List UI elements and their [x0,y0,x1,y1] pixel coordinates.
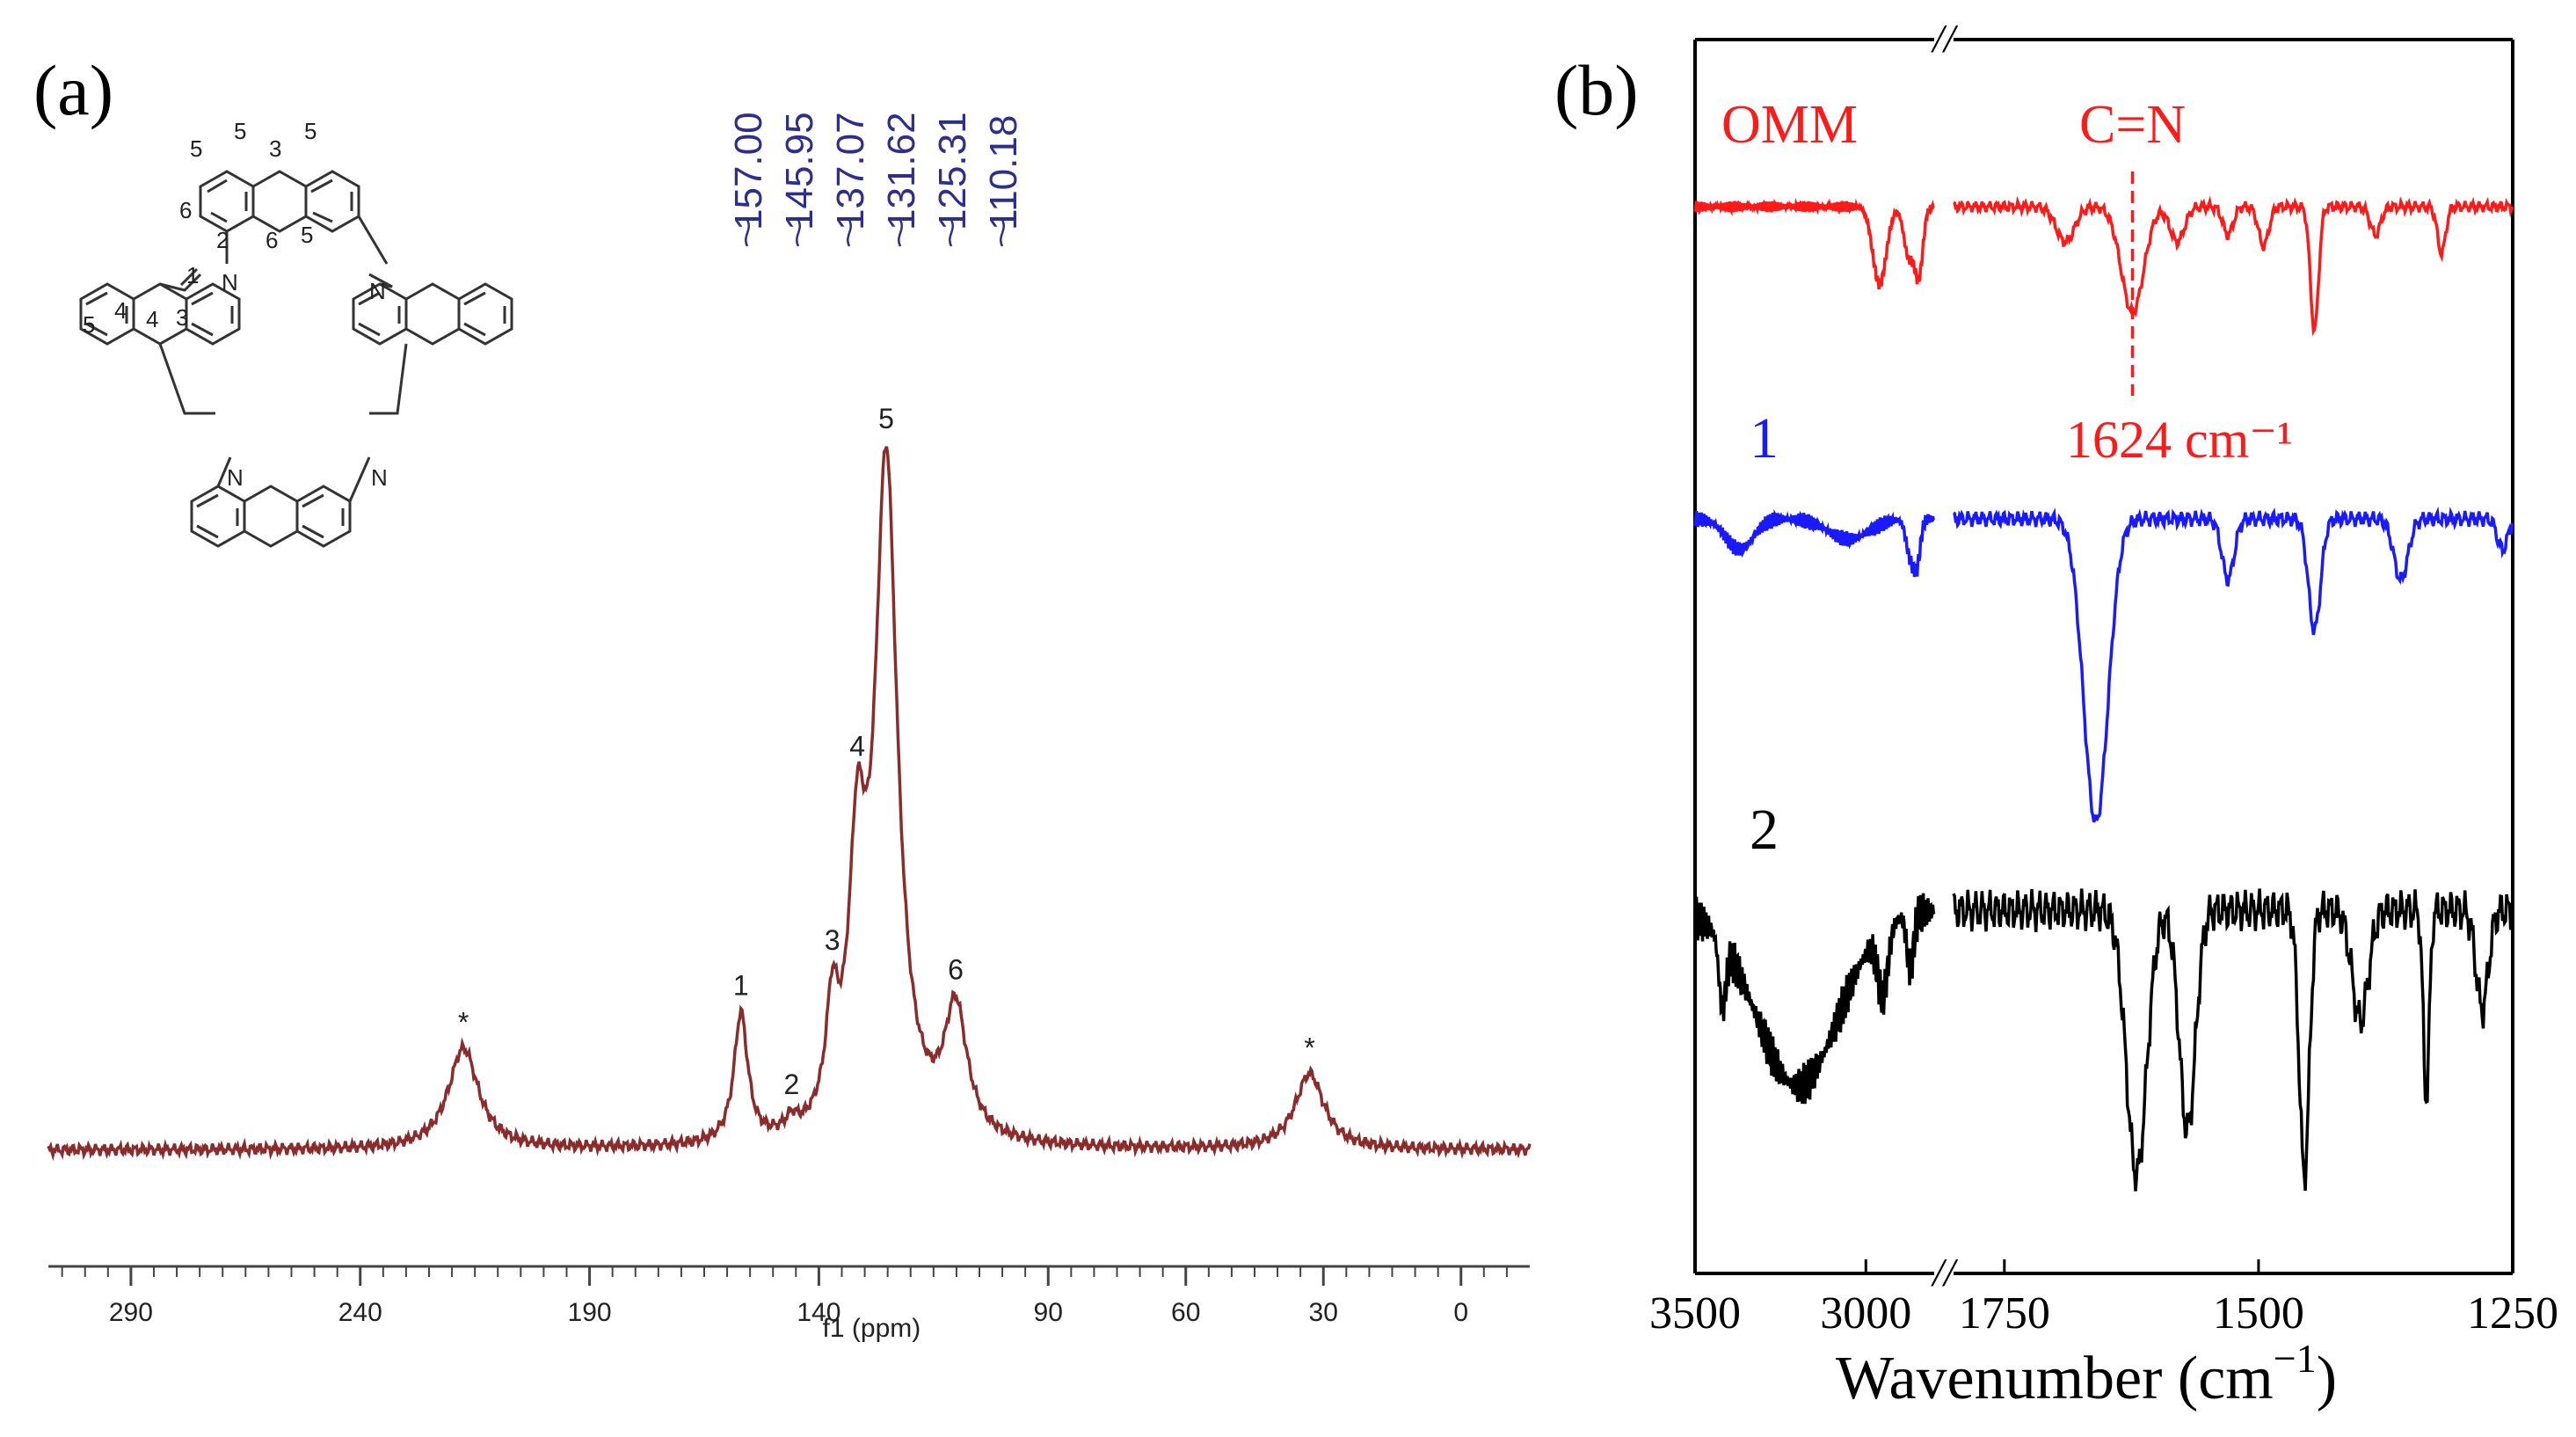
panel-a: (a) [33,50,1530,1343]
structure-labels: 5 5 3 5 6 2 6 5 1 3 4 5 4 N N N N [83,118,388,491]
nmr-tick-label: 190 [568,1298,612,1327]
ir-tick-label: 3500 [1649,1288,1741,1339]
chemical-shift-label: 131.62 [880,112,923,230]
axis-break-mark: // [1930,16,1959,61]
chemical-shift-label: 137.07 [829,112,872,230]
nmr-tick-label: 30 [1309,1298,1338,1327]
structure-number: 3 [269,135,281,162]
structure-number: 5 [234,118,246,144]
nmr-plot: 2902401901409060300f1 (ppm)*123456* [48,403,1530,1343]
ir-tick-label: 1750 [1959,1288,2050,1339]
ir-tick-label: 1500 [2213,1288,2304,1339]
structure-number: 4 [114,297,127,324]
structure-number: 5 [83,311,95,338]
nmr-peak-label: 1 [733,970,749,1002]
ir-trace-2 [1954,889,2513,1192]
ir-x-axis-title: Wavenumber (cm−1) [1836,1336,2337,1412]
structure-number: 5 [190,135,202,162]
chemical-shift-label: 145.95 [778,112,821,230]
structure-number: 1 [186,262,199,288]
atom-label: N [227,464,244,491]
chemical-shift-label: 110.18 [982,115,1025,230]
axis-break-mark: // [1930,1250,1959,1295]
chemical-shift-labels: 157.00145.95137.07131.62125.31110.18 [727,112,1025,230]
chemical-structure [81,171,512,546]
nmr-peak-label: 6 [948,953,964,985]
nmr-x-axis-title: f1 (ppm) [823,1314,921,1343]
cn-annotation: C=N [2079,95,2186,155]
structure-number: 5 [301,222,313,248]
nmr-peak-label: 4 [849,730,865,762]
trace-2-label: 2 [1750,798,1779,862]
structure-number: 3 [176,304,188,331]
nmr-peak-label: 2 [783,1069,799,1100]
nmr-tick-label: 290 [109,1298,153,1327]
nmr-tick-label: 0 [1453,1298,1468,1327]
panel-b-label: (b) [1554,50,1639,130]
structure-number: 5 [304,118,317,144]
chemical-shift-label: 125.31 [931,112,974,230]
nmr-peak-label: * [458,1007,469,1039]
nmr-tick-label: 240 [338,1298,382,1327]
panel-b: (b) // // 3500 3000 1750 1500 1250 OMM C=N 162… [1554,16,2558,1412]
structure-number: 2 [216,227,229,253]
atom-label: N [369,278,386,304]
nmr-peak-label: 5 [878,403,894,434]
nmr-peak-label: * [1304,1032,1314,1063]
ir-plot: // // 3500 3000 1750 1500 1250 [1649,16,2558,1339]
peak-annotation: 1624 cm⁻¹ [2066,411,2293,469]
ir-trace-omm [1954,201,2513,332]
structure-number: 4 [146,306,158,332]
ir-trace-omm [1695,201,1934,289]
figure: (a) [0,0,2576,1437]
ir-tick-label: 1250 [2467,1288,2558,1339]
nmr-peak-label: 3 [825,924,840,956]
nmr-tick-label: 60 [1171,1298,1200,1327]
atom-label: N [222,269,238,295]
ir-trace-1 [1695,511,1934,577]
structure-number: 6 [179,197,192,223]
ir-tick-label: 3000 [1820,1288,1911,1339]
ir-trace-1 [1954,511,2513,822]
trace-1-label: 1 [1750,406,1779,470]
nmr-tick-label: 90 [1034,1298,1063,1327]
structure-number: 6 [266,227,278,253]
panel-a-label: (a) [33,50,113,130]
atom-label: N [371,464,388,491]
ir-trace-2 [1695,894,1934,1104]
chemical-shift-label: 157.00 [727,112,770,230]
omm-annotation: OMM [1721,95,1858,155]
